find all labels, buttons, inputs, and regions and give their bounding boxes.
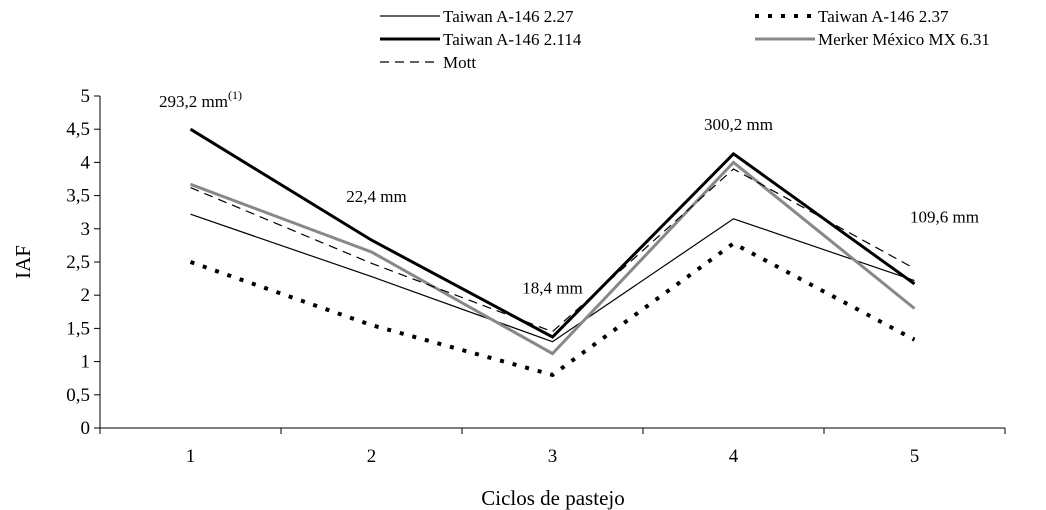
y-tick-label: 5 (81, 86, 91, 107)
y-tick-label: 0 (81, 418, 91, 439)
x-tick-label: 3 (548, 446, 558, 467)
series-line-5 (190, 168, 915, 333)
y-axis-title: IAF (11, 245, 35, 279)
y-tick-label: 2 (81, 285, 91, 306)
y-tick-label: 3 (81, 219, 91, 240)
x-tick-label: 1 (186, 446, 196, 467)
series-line-3 (189, 127, 916, 339)
x-tick-label: 4 (729, 446, 739, 467)
y-tick-label: 4,5 (66, 119, 90, 140)
annotations: 293,2 mm(1) 22,4 mm 18,4 mm 300,2 mm 109,6 m… (159, 88, 979, 298)
series-line-4 (189, 160, 916, 356)
legend-label-5: Mott (443, 53, 476, 72)
annotation-label: 18,4 mm (522, 279, 582, 298)
y-tick-label: 1,5 (66, 318, 90, 339)
series-line-2 (189, 241, 916, 378)
annotation-label: 300,2 mm (704, 115, 773, 134)
annotation-label: 293,2 mm(1) (159, 88, 242, 111)
y-tick-label: 1 (81, 352, 91, 373)
x-tick-labels: 1 2 3 4 5 (99, 428, 1006, 467)
series-line-1 (190, 213, 915, 343)
x-tick-label: 5 (910, 446, 920, 467)
legend-label-4: Merker México MX 6.31 (818, 30, 990, 49)
legend-label-3: Taiwan A-146 2.114 (443, 30, 582, 49)
legend: Taiwan A-146 2.27 Taiwan A-146 2.37 Taiwan… (380, 7, 990, 72)
annotation-label: 109,6 mm (910, 208, 979, 227)
x-tick-label: 2 (367, 446, 377, 467)
x-axis-title: Ciclos de pastejo (481, 486, 624, 510)
legend-label-1: Taiwan A-146 2.27 (443, 7, 574, 26)
y-tick-label: 3,5 (66, 186, 90, 207)
legend-label-2: Taiwan A-146 2.37 (818, 7, 949, 26)
y-tick-label: 0,5 (66, 385, 90, 406)
axes (99, 96, 1005, 429)
series-lines (189, 127, 916, 378)
y-tick-labels: 0 0,5 1 1,5 2 2,5 3 3,5 4 4,5 5 (66, 86, 100, 439)
annotation-label: 22,4 mm (346, 187, 406, 206)
y-tick-label: 4 (81, 152, 91, 173)
y-tick-label: 2,5 (66, 252, 90, 273)
